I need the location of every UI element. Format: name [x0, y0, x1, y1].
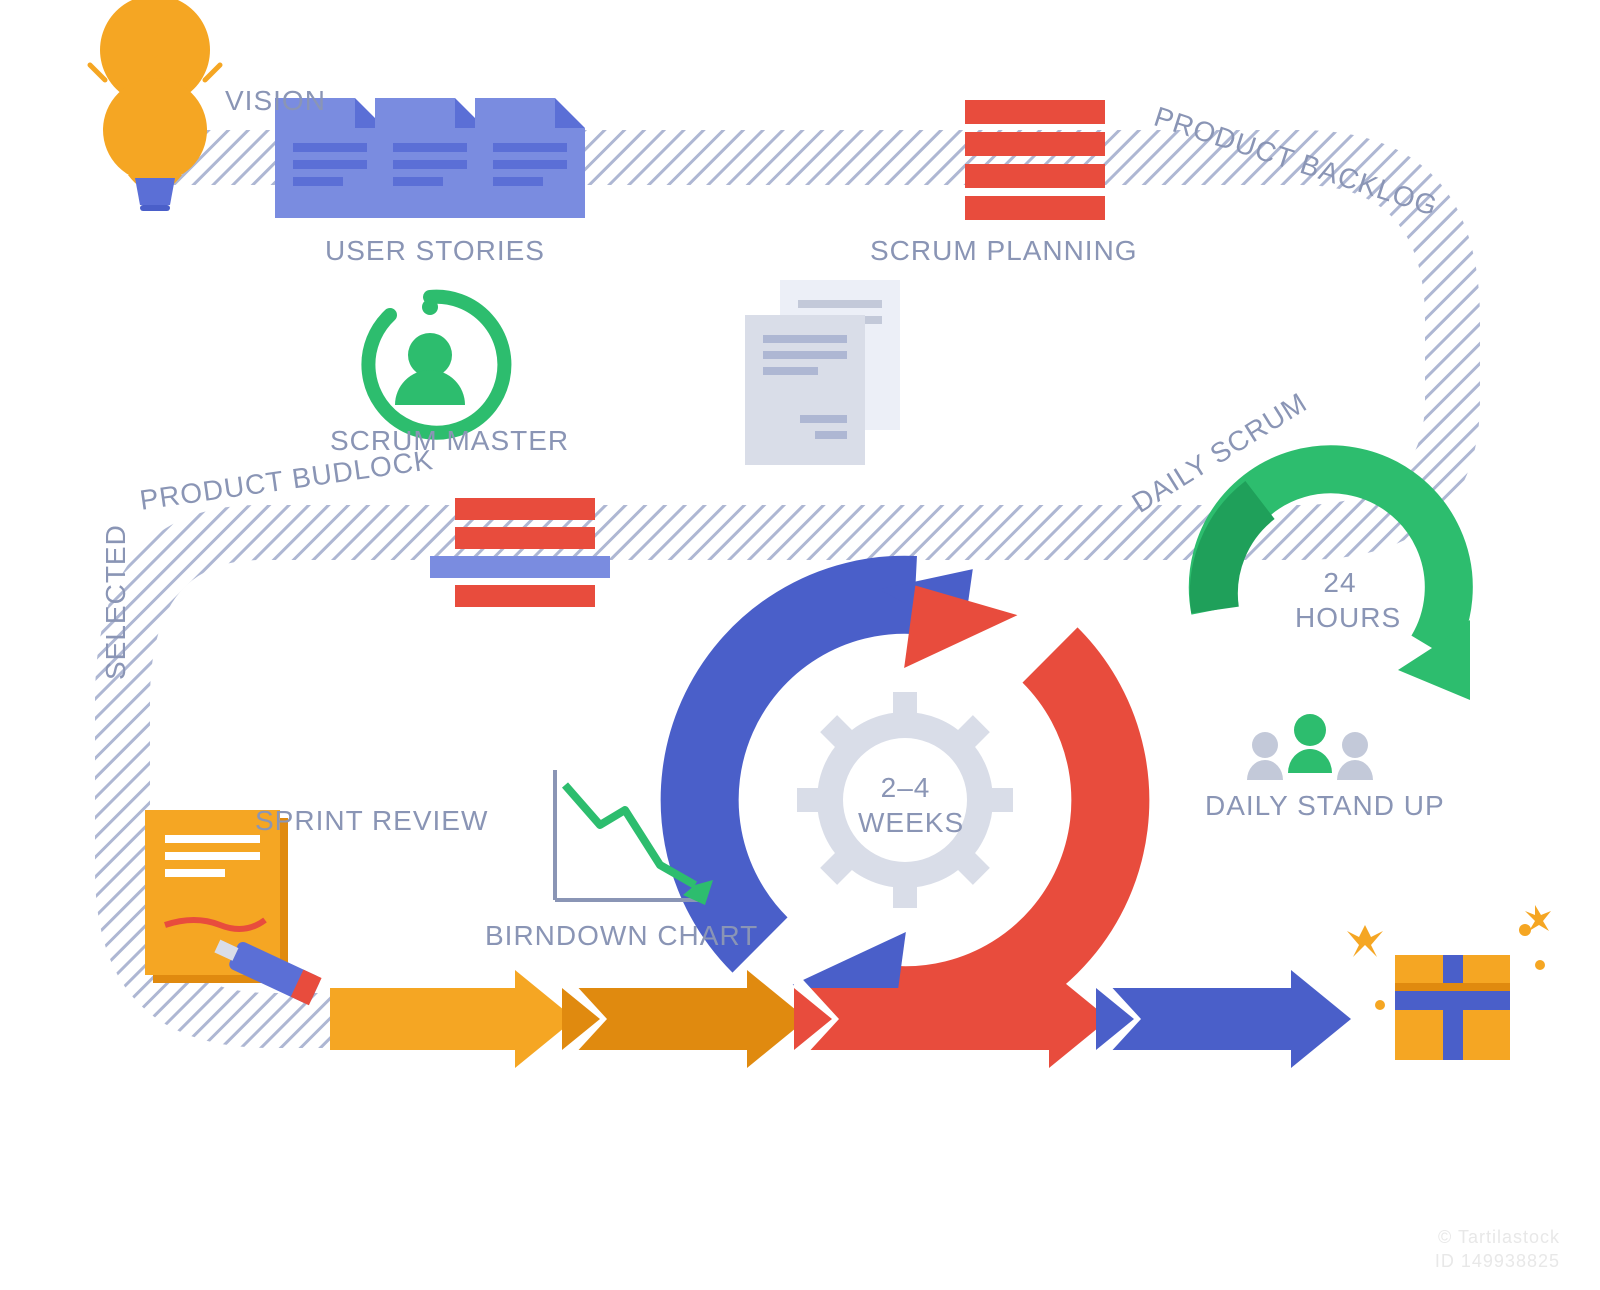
label-24-hours: 24HOURS — [1295, 565, 1385, 635]
label-selected-product-budlock-part1: SELECTED — [100, 524, 132, 680]
standup-people-icon — [1247, 714, 1373, 780]
watermark-id: ID 149938825 — [1435, 1251, 1560, 1272]
planning-docs-icon — [745, 280, 900, 465]
label-vision: VISION — [225, 85, 326, 117]
label-2-4-weeks: 2–4WEEKS — [858, 770, 953, 840]
label-user-stories: USER STORIES — [325, 235, 545, 267]
label-birndown-chart: BIRNDOWN CHART — [485, 920, 758, 952]
label-sprint-review: SPRINT REVIEW — [255, 805, 488, 837]
label-scrum-planning: SCRUM PLANNING — [870, 235, 1138, 267]
scrum-infographic: VISION USER STORIES SCRUM PLANNING PRODU… — [0, 0, 1600, 1290]
watermark-author: © Tartilastock — [1438, 1227, 1560, 1248]
scrum-master-icon — [368, 297, 504, 433]
gift-box-icon — [1347, 905, 1551, 1060]
sprint-review-icon — [145, 810, 322, 1005]
label-daily-stand-up: DAILY STAND UP — [1205, 790, 1445, 822]
